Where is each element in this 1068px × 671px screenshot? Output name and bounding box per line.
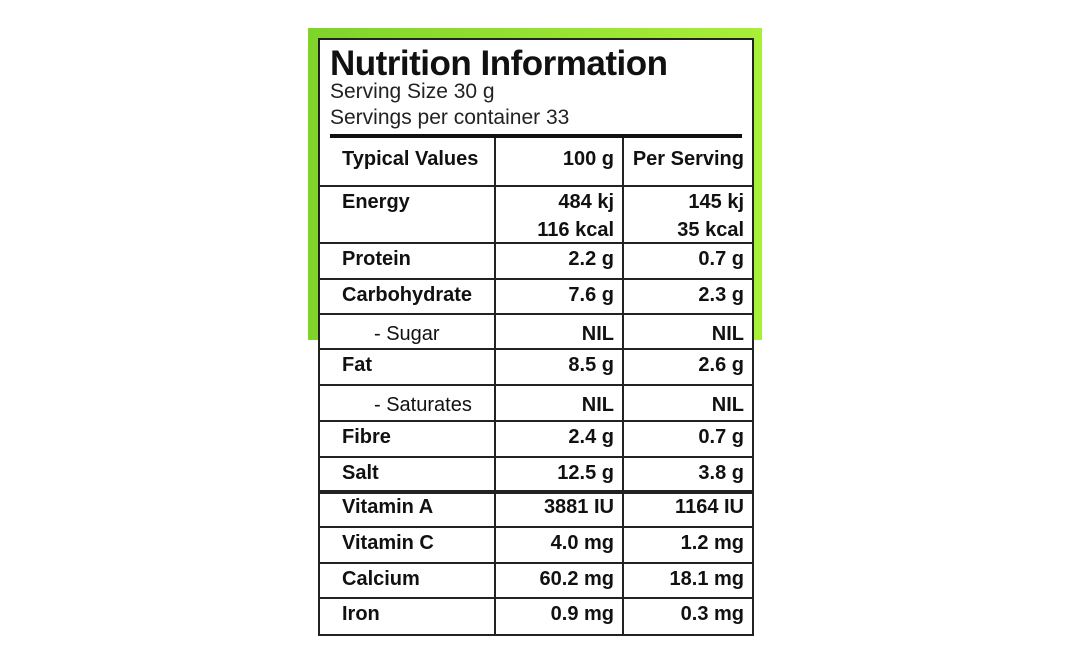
row-divider — [320, 456, 752, 458]
row-label: Fibre — [342, 426, 391, 448]
row-label: Protein — [342, 248, 411, 270]
row-label: Salt — [342, 462, 379, 484]
cell-value: 2.2 g — [568, 248, 614, 270]
row-divider — [320, 348, 752, 350]
row-label: Carbohydrate — [342, 284, 473, 306]
row-divider — [320, 384, 752, 386]
nutrition-label: Nutrition Information Serving Size 30 g … — [318, 38, 754, 636]
row-label: Vitamin C — [342, 532, 434, 554]
cell-value: NIL — [711, 394, 744, 416]
servings-per-container: Servings per container 33 — [330, 106, 570, 129]
cell-value: 484 kj — [558, 191, 614, 213]
row-label: Vitamin A — [342, 496, 434, 518]
cell-value: 3881 IU — [543, 496, 614, 518]
cell-value: 35 kcal — [677, 219, 744, 241]
cell-value: 2.6 g — [698, 354, 744, 376]
row-label: Fat — [342, 354, 372, 376]
row-divider — [320, 242, 752, 244]
cell-value: 7.6 g — [568, 284, 614, 306]
cell-value: 8.5 g — [568, 354, 614, 376]
cell-value: 1.2 mg — [680, 532, 744, 554]
cell-value: 2.3 g — [698, 284, 744, 306]
cell-value: NIL — [581, 394, 614, 416]
column-divider — [494, 138, 496, 634]
row-divider — [320, 278, 752, 280]
row-divider — [320, 490, 752, 494]
row-label: Energy — [342, 191, 410, 213]
cell-value: 12.5 g — [557, 462, 614, 484]
cell-value: 116 kcal — [537, 219, 614, 241]
divider — [330, 134, 742, 138]
cell-value: 2.4 g — [568, 426, 614, 448]
row-label: Calcium — [342, 568, 420, 590]
cell-value: NIL — [711, 323, 744, 345]
cell-value: 1164 IU — [675, 496, 744, 518]
row-label: Iron — [342, 603, 380, 625]
cell-value: 100 g — [562, 148, 614, 170]
cell-value: 0.7 g — [698, 426, 744, 448]
row-label: Typical Values — [342, 148, 479, 170]
cell-value: Per Serving — [632, 148, 744, 170]
serving-size: Serving Size 30 g — [330, 80, 495, 103]
row-label: - Saturates — [374, 394, 472, 416]
cell-value: 145 kj — [688, 191, 744, 213]
cell-value: 3.8 g — [698, 462, 744, 484]
row-divider — [320, 597, 752, 599]
cell-value: 0.9 mg — [550, 603, 614, 625]
cell-value: 4.0 mg — [550, 532, 614, 554]
title: Nutrition Information — [330, 44, 668, 83]
cell-value: 60.2 mg — [539, 568, 614, 590]
row-divider — [320, 526, 752, 528]
column-divider — [622, 138, 624, 634]
cell-value: 18.1 mg — [669, 568, 744, 590]
cell-value: NIL — [581, 323, 614, 345]
row-divider — [320, 420, 752, 422]
row-divider — [320, 185, 752, 187]
cell-value: 0.3 mg — [680, 603, 744, 625]
row-divider — [320, 313, 752, 315]
row-divider — [320, 562, 752, 564]
cell-value: 0.7 g — [698, 248, 744, 270]
row-label: - Sugar — [374, 323, 440, 345]
